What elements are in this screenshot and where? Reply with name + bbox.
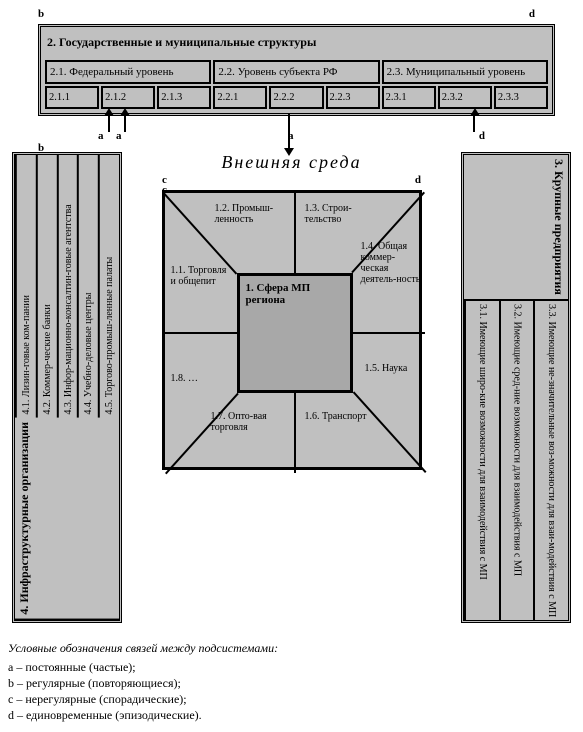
mid-d: d bbox=[479, 130, 485, 142]
block-4: 4.1. Лизин-говые ком-пании 4.2. Коммер-ч… bbox=[12, 152, 122, 623]
sub-223: 2.2.3 bbox=[326, 86, 380, 109]
stub-arrow-3 bbox=[473, 114, 475, 132]
sub-213: 2.1.3 bbox=[157, 86, 211, 109]
item-4-1: 4.1. Лизин-говые ком-пании bbox=[15, 155, 36, 418]
block-2-subrow: 2.1.1 2.1.2 2.1.3 2.2.1 2.2.2 2.2.3 2.3.… bbox=[45, 86, 548, 109]
block-3-title: 3. Крупные предприятия bbox=[464, 155, 568, 301]
legend-d: d – единовременные (эпизодические). bbox=[8, 708, 575, 723]
sep-right bbox=[353, 332, 425, 334]
item-3-3: 3.3. Имеющие не-значительные воз-можност… bbox=[533, 301, 568, 620]
block-2: 2. Государственные и муниципальные струк… bbox=[38, 24, 555, 116]
stub-arrow-1-head bbox=[104, 108, 114, 116]
label-b: b bbox=[38, 8, 44, 20]
diag-bl bbox=[165, 393, 239, 475]
label-d: d bbox=[529, 8, 535, 20]
sub-231: 2.3.1 bbox=[382, 86, 436, 109]
sub-211: 2.1.1 bbox=[45, 86, 99, 109]
mid-label-row: a a a b d bbox=[38, 116, 555, 152]
seg-15: 1.5. Наука bbox=[365, 363, 421, 374]
core-inner: 1. Сфера МП региона bbox=[237, 273, 353, 393]
diag-br bbox=[352, 391, 426, 473]
item-3-2: 3.2. Имеющие сред-ние возможности для вз… bbox=[499, 301, 534, 620]
mid-section: 4.1. Лизин-говые ком-пании 4.2. Коммер-ч… bbox=[12, 152, 571, 623]
top-label-row: b d bbox=[8, 8, 575, 22]
seg-13: 1.3. Строи-тельство bbox=[305, 203, 375, 225]
cell-2-2: 2.2. Уровень субъекта РФ bbox=[213, 60, 379, 84]
core-diagram: 1. Сфера МП региона 1.2. Промыш-ленность… bbox=[162, 190, 422, 470]
legend-b: b – регулярные (повторяющиеся); bbox=[8, 676, 575, 691]
cell-2-1: 2.1. Федеральный уровень bbox=[45, 60, 211, 84]
sub-212: 2.1.2 bbox=[101, 86, 155, 109]
item-3-1: 3.1. Имеющие широ-кие возможности для вз… bbox=[464, 301, 499, 620]
seg-18: 1.8. … bbox=[171, 373, 231, 384]
item-4-2: 4.2. Коммер-ческие банки bbox=[36, 155, 57, 418]
sep-bot bbox=[294, 393, 296, 473]
center-column: Внешняя среда c c d 1. Сфера МП региона … bbox=[126, 152, 457, 623]
center-label-row: c c d bbox=[126, 174, 457, 190]
block-3: 3. Крупные предприятия 3.1. Имеющие широ… bbox=[461, 152, 571, 623]
mid-a2: a bbox=[116, 130, 122, 142]
seg-14: 1.4. Общая коммер-ческая деятель-ность bbox=[361, 241, 421, 285]
stub-arrow-2-head bbox=[120, 108, 130, 116]
block-2-row: 2.1. Федеральный уровень 2.2. Уровень су… bbox=[45, 60, 548, 84]
seg-17: 1.7. Опто-вая торговля bbox=[211, 411, 281, 433]
sep-top bbox=[294, 193, 296, 273]
seg-11: 1.1. Торговля и общепит bbox=[171, 265, 233, 287]
legend-a: a – постоянные (частые); bbox=[8, 660, 575, 675]
item-4-4: 4.4. Учебно-деловые центры bbox=[77, 155, 98, 418]
sub-222: 2.2.2 bbox=[269, 86, 323, 109]
item-4-5: 4.5. Торгово-промыш-ленные палаты bbox=[98, 155, 119, 418]
sub-221: 2.2.1 bbox=[213, 86, 267, 109]
arc-text: Внешняя среда bbox=[126, 152, 457, 174]
mid-a1: a bbox=[98, 130, 104, 142]
legend: Условные обозначения связей между подсис… bbox=[8, 641, 575, 723]
sub-232: 2.3.2 bbox=[438, 86, 492, 109]
legend-header: Условные обозначения связей между подсис… bbox=[8, 641, 575, 656]
core-title: 1. Сфера МП региона bbox=[246, 282, 311, 306]
connector-vertical bbox=[288, 114, 290, 150]
stub-arrow-1 bbox=[108, 114, 110, 132]
seg-16: 1.6. Транспорт bbox=[305, 411, 385, 422]
cell-2-3: 2.3. Муниципальный уровень bbox=[382, 60, 548, 84]
block-4-items: 4.1. Лизин-говые ком-пании 4.2. Коммер-ч… bbox=[15, 155, 119, 418]
block-4-title: 4. Инфраструктурные организации bbox=[15, 418, 119, 621]
d-label: d bbox=[415, 174, 421, 186]
legend-c: c – нерегулярные (спорадические); bbox=[8, 692, 575, 707]
sep-left bbox=[165, 332, 237, 334]
stub-arrow-3-head bbox=[470, 108, 480, 116]
seg-12: 1.2. Промыш-ленность bbox=[215, 203, 285, 225]
mid-b: b bbox=[38, 142, 44, 154]
sub-233: 2.3.3 bbox=[494, 86, 548, 109]
item-4-3: 4.3. Инфор-мационно-консалтин-говые аген… bbox=[57, 155, 78, 418]
stub-arrow-2 bbox=[124, 114, 126, 132]
block-2-title: 2. Государственные и муниципальные струк… bbox=[45, 31, 548, 60]
block-3-items: 3.1. Имеющие широ-кие возможности для вз… bbox=[464, 301, 568, 620]
